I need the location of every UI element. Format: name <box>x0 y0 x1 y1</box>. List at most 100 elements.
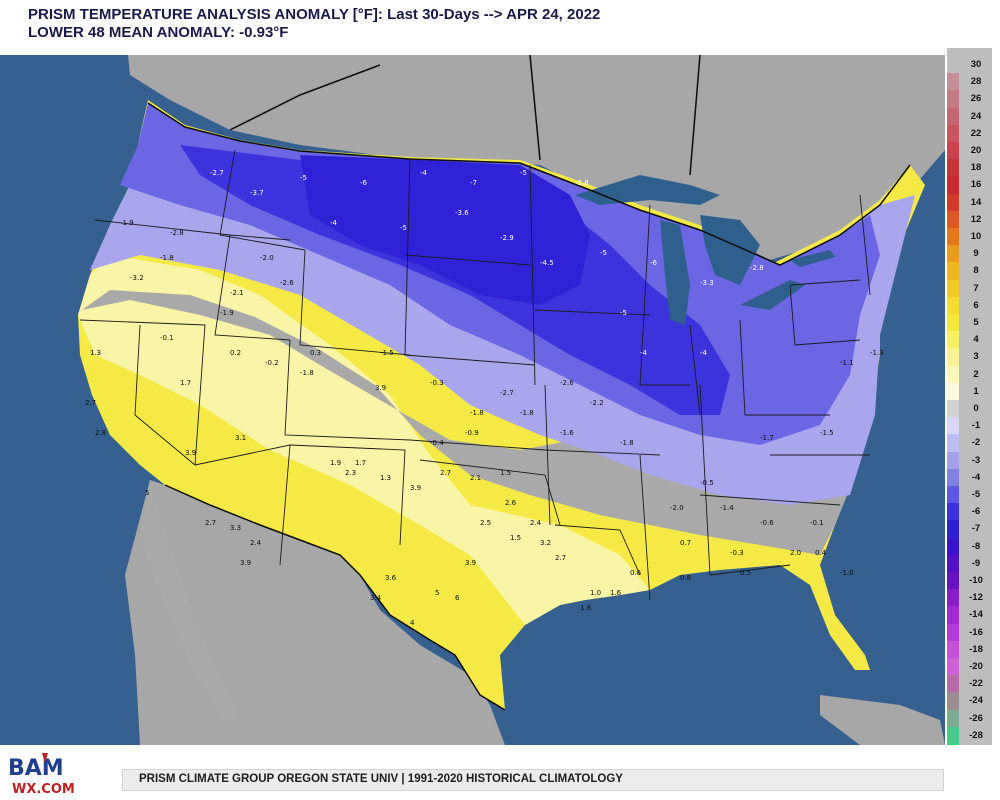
legend-label: 28 <box>970 76 982 88</box>
anomaly-value: 5 <box>435 589 439 597</box>
anomaly-value: 3.3 <box>230 524 241 532</box>
anomaly-value: 0.8 <box>680 574 691 582</box>
anomaly-value: 2.4 <box>530 519 542 527</box>
legend-label: 24 <box>970 110 982 122</box>
anomaly-value: -1.9 <box>220 309 234 317</box>
anomaly-value: 1.9 <box>330 459 341 467</box>
anomaly-value: -1.5 <box>380 349 394 357</box>
legend-swatch <box>947 124 959 142</box>
legend-swatch <box>947 623 959 641</box>
anomaly-value: -0.5 <box>700 479 714 487</box>
border-sd-ne <box>404 354 536 366</box>
mean-anomaly-subtitle: LOWER 48 MEAN ANOMALY: -0.93°F <box>28 24 289 41</box>
legend-label: 8 <box>973 265 979 277</box>
anomaly-value: -3.6 <box>455 209 469 217</box>
legend-swatch <box>947 726 959 744</box>
border-ca-nv <box>134 324 196 466</box>
legend-swatch <box>947 468 959 486</box>
border-oh <box>739 319 746 416</box>
anomaly-value: -3.7 <box>250 189 264 197</box>
border-la <box>554 524 641 576</box>
anomaly-value: -1.8 <box>470 409 484 417</box>
anomaly-value: 0.7 <box>680 539 691 547</box>
legend-label: 20 <box>970 145 982 156</box>
legend-label: -18 <box>969 643 983 655</box>
border-ut-co <box>284 339 411 441</box>
legend-label: -3 <box>971 454 981 466</box>
anomaly-value: 1.5 <box>500 469 511 477</box>
anomaly-value: -4 <box>330 219 338 227</box>
legend-label: 30 <box>970 59 982 70</box>
border-ne-states <box>859 194 871 296</box>
legend-swatch <box>947 159 959 177</box>
conus-pale-yellow <box>78 255 650 625</box>
anomaly-value: 3.6 <box>385 574 397 582</box>
anomaly-value: -2.0 <box>260 254 274 262</box>
legend-swatch <box>947 279 959 297</box>
legend-swatch <box>947 228 959 246</box>
anomaly-value: 1.6 <box>610 589 622 597</box>
border-ia <box>534 309 651 316</box>
anomaly-value: 1.5 <box>510 534 521 542</box>
legend-label: -4 <box>971 471 981 483</box>
legend-label: 14 <box>970 196 982 208</box>
anomaly-value: -5 <box>300 174 307 182</box>
border-ks-ok <box>409 439 546 451</box>
anomaly-value: -6 <box>650 259 658 267</box>
legend-swatch <box>947 692 959 710</box>
border-fl <box>709 564 791 576</box>
legend-swatch <box>947 554 959 572</box>
legend-swatch <box>947 606 959 624</box>
legend-label: 9 <box>973 248 979 260</box>
anomaly-value: -1.5 <box>820 429 834 437</box>
anomaly-value: 3.4 <box>370 594 382 602</box>
map-footer: BAM WX.COM PRISM CLIMATE GROUP OREGON ST… <box>0 745 1000 800</box>
anomaly-value: 3.1 <box>235 434 246 442</box>
border-wi-il <box>639 204 690 386</box>
legend-swatch <box>947 400 959 418</box>
border-nm <box>289 444 406 546</box>
legend-label: -2 <box>971 437 981 449</box>
legend-swatch <box>947 331 959 349</box>
legend-swatch <box>947 486 959 504</box>
anomaly-value: 0.2 <box>230 349 241 357</box>
legend-swatch <box>947 193 959 211</box>
legend-label: 0 <box>973 403 979 414</box>
anomaly-value: 1.0 <box>590 589 601 597</box>
legend-swatch <box>947 210 959 228</box>
anomaly-value: -4 <box>420 169 428 177</box>
credit-bar: PRISM CLIMATE GROUP OREGON STATE UNIV | … <box>122 769 944 791</box>
border-in <box>689 324 701 416</box>
border-us-mexico <box>164 484 506 711</box>
anomaly-value: 1.3 <box>90 349 101 357</box>
anomaly-value: 0.5 <box>740 569 751 577</box>
anomaly-value: 2.5 <box>480 519 491 527</box>
border-or-ca <box>79 319 206 326</box>
anomaly-value: -2.6 <box>280 279 294 287</box>
legend-label: -26 <box>969 712 983 724</box>
lake-erie <box>740 280 805 310</box>
anomaly-value: -2.7 <box>210 169 224 177</box>
border-canada-provinces-3 <box>689 55 701 176</box>
legend-label: -10 <box>969 575 983 586</box>
border-nd-sd <box>404 254 531 266</box>
legend-swatch <box>947 658 959 676</box>
border-al <box>699 384 711 576</box>
legend-label: 18 <box>970 162 982 174</box>
anomaly-value: 5 <box>145 489 149 497</box>
border-ok-tx <box>419 459 561 526</box>
anomaly-value: -5 <box>620 309 627 317</box>
anomaly-value: -0.9 <box>465 429 479 437</box>
anomaly-value: -1.3 <box>870 349 884 357</box>
border-id <box>214 234 291 341</box>
lake-michigan <box>660 220 690 325</box>
anomaly-value: -1.8 <box>620 439 634 447</box>
anomaly-value: -0.3 <box>430 379 444 387</box>
anomaly-value: 2.4 <box>250 539 262 547</box>
conus-gray <box>82 280 880 555</box>
anomaly-value: 2.1 <box>470 474 481 482</box>
map-canvas: -2.7 -3.7 -5 -6 -4 -7 -5 -3.8 -4 -5 -3.6 -2.9 -4.5 -5… <box>0 55 945 745</box>
border-canada-provinces-1 <box>229 64 381 131</box>
anomaly-value: -2.1 <box>230 289 244 297</box>
border-pa <box>789 284 861 346</box>
